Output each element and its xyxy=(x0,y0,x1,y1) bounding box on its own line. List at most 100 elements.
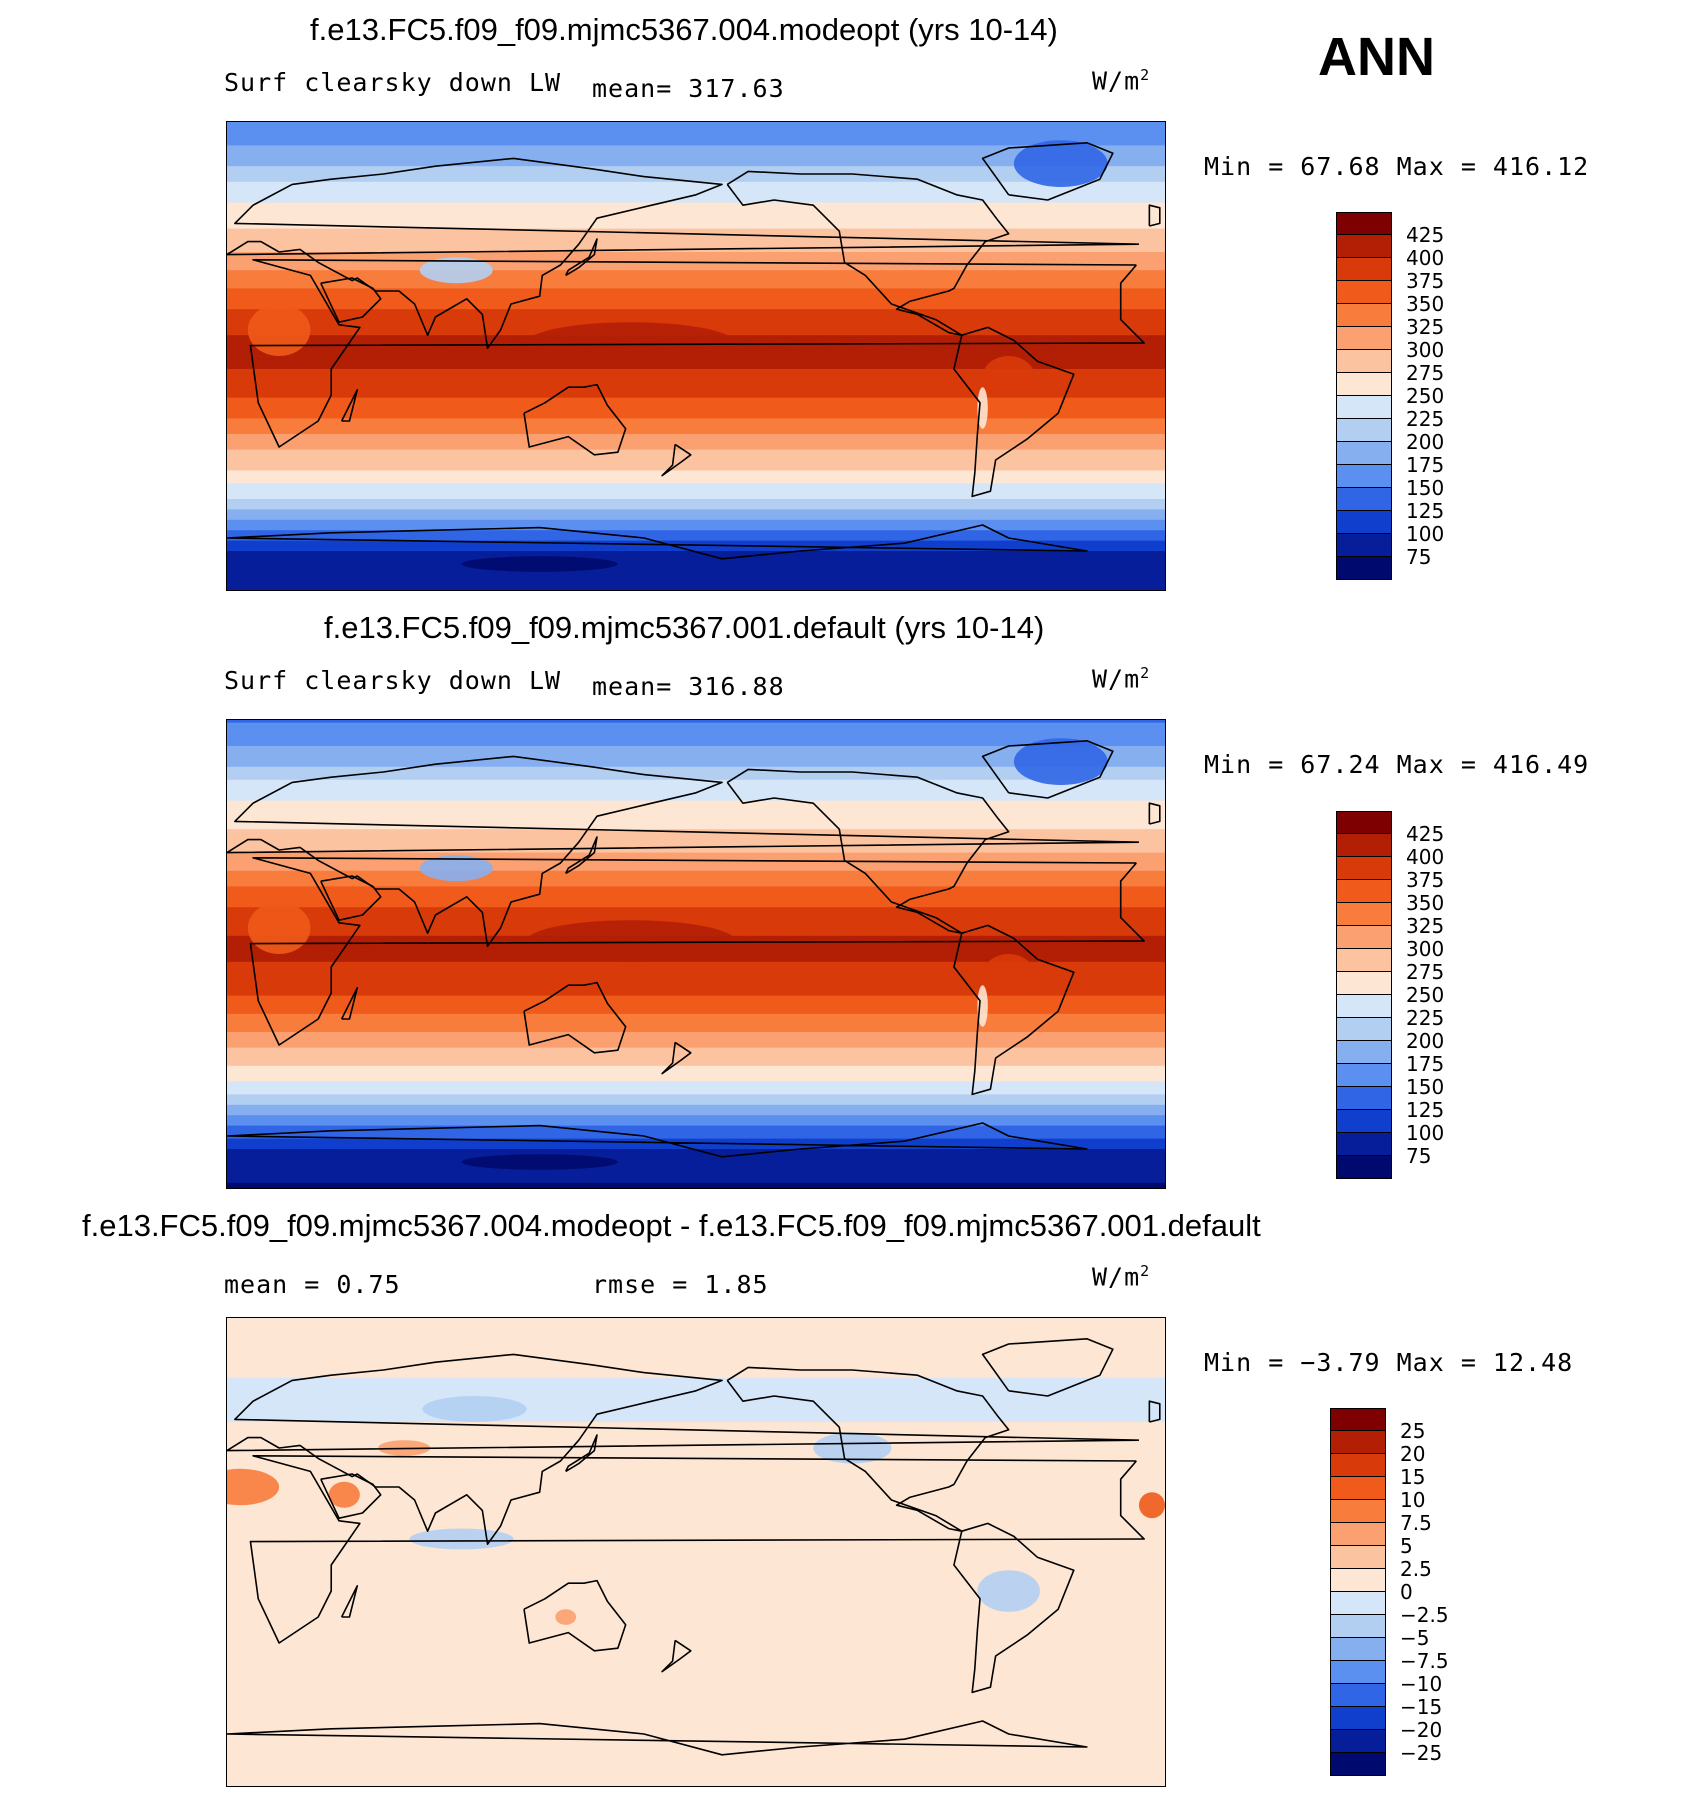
map-band xyxy=(227,493,1165,497)
map-band xyxy=(227,457,1165,461)
map-band xyxy=(227,1393,1165,1397)
map-band xyxy=(227,1320,1165,1324)
map-band xyxy=(227,1003,1165,1007)
map-band xyxy=(227,764,1165,768)
panel-3-colorbar xyxy=(1330,1408,1386,1776)
map-band xyxy=(227,847,1165,851)
panel-2-units-sup: 2 xyxy=(1140,664,1151,682)
map-band xyxy=(227,176,1165,180)
map-band xyxy=(227,1520,1165,1524)
colorbar-tick-label: 15 xyxy=(1400,1465,1426,1489)
colorbar-tick-label: −10 xyxy=(1400,1672,1443,1696)
colorbar-tick-label: 325 xyxy=(1406,914,1445,938)
map-band xyxy=(227,1331,1165,1335)
map-band xyxy=(227,922,1165,926)
map-band xyxy=(227,967,1165,971)
panel-1-map-svg xyxy=(227,122,1165,590)
map-band xyxy=(227,915,1165,919)
map-band xyxy=(227,478,1165,482)
panel-2-units-text: W/m xyxy=(1092,664,1141,694)
map-band xyxy=(227,1367,1165,1371)
map-band xyxy=(227,1185,1165,1188)
map-band xyxy=(227,1692,1165,1696)
map-feature xyxy=(328,1481,360,1508)
coastline xyxy=(320,1473,382,1519)
map-band xyxy=(227,1541,1165,1545)
map-band xyxy=(227,1593,1165,1597)
map-band xyxy=(227,233,1165,237)
map-band xyxy=(227,428,1165,432)
colorbar-tick-label: 250 xyxy=(1406,384,1445,408)
coastline xyxy=(523,1579,627,1652)
panel-3-rmse-label: rmse = 1.85 xyxy=(592,1270,769,1299)
map-band xyxy=(227,751,1165,755)
map-band xyxy=(227,1445,1165,1449)
map-band xyxy=(227,158,1165,162)
map-band xyxy=(227,1065,1165,1069)
colorbar-tick-label: 0 xyxy=(1400,1580,1413,1604)
map-band xyxy=(227,298,1165,302)
panel-2-title: f.e13.FC5.f09_f09.mjmc5367.001.default (… xyxy=(324,610,1045,645)
map-band xyxy=(227,1601,1165,1605)
map-band xyxy=(227,1682,1165,1686)
map-band xyxy=(227,1676,1165,1680)
map-band xyxy=(227,896,1165,900)
map-band xyxy=(227,753,1165,757)
map-band xyxy=(227,987,1165,991)
map-feature xyxy=(422,1396,527,1422)
map-band xyxy=(227,1008,1165,1012)
map-feature xyxy=(227,1468,280,1506)
panel-2-map-svg xyxy=(227,720,1165,1188)
map-band xyxy=(227,382,1165,386)
map-band xyxy=(227,1728,1165,1732)
map-band xyxy=(227,907,1165,911)
map-band xyxy=(227,317,1165,321)
map-band xyxy=(227,1617,1165,1621)
colorbar-segment xyxy=(1330,1546,1386,1569)
colorbar-segment xyxy=(1336,972,1392,995)
map-band xyxy=(227,574,1165,578)
colorbar-segment xyxy=(1336,949,1392,972)
coastline xyxy=(227,157,1139,349)
map-band xyxy=(227,1359,1165,1363)
colorbar-segment xyxy=(1330,1592,1386,1615)
colorbar-segment xyxy=(1336,327,1392,350)
panel-3-units: W/m2 xyxy=(1092,1262,1150,1291)
map-band xyxy=(227,1635,1165,1639)
colorbar-tick-label: 100 xyxy=(1406,522,1445,546)
map-band xyxy=(227,244,1165,248)
map-band xyxy=(227,1663,1165,1667)
colorbar-tick-label: 375 xyxy=(1406,868,1445,892)
map-band xyxy=(227,766,1165,770)
map-band xyxy=(227,361,1165,365)
map-band xyxy=(227,200,1165,204)
panel-1-variable-label: Surf clearsky down LW xyxy=(224,68,562,97)
map-band xyxy=(227,1591,1165,1595)
map-band xyxy=(227,1055,1165,1059)
map-band xyxy=(227,1713,1165,1717)
map-band xyxy=(227,226,1165,230)
coastline xyxy=(340,986,359,1020)
map-band xyxy=(227,400,1165,404)
map-band xyxy=(227,870,1165,874)
map-band xyxy=(227,564,1165,568)
map-band xyxy=(227,236,1165,240)
map-band xyxy=(227,249,1165,253)
map-band xyxy=(227,322,1165,326)
coastline xyxy=(565,1434,598,1473)
map-band xyxy=(227,1125,1165,1129)
coastline xyxy=(249,1455,1145,1644)
map-band xyxy=(227,434,1165,438)
map-band xyxy=(227,1437,1165,1441)
map-band xyxy=(227,1362,1165,1366)
map-band xyxy=(227,441,1165,445)
map-band xyxy=(227,811,1165,815)
map-band xyxy=(227,748,1165,752)
season-label: ANN xyxy=(1318,27,1435,87)
map-band xyxy=(227,179,1165,183)
map-band xyxy=(227,1723,1165,1727)
map-band xyxy=(227,1047,1165,1051)
map-band xyxy=(227,473,1165,477)
map-band xyxy=(227,402,1165,406)
map-band xyxy=(227,168,1165,172)
